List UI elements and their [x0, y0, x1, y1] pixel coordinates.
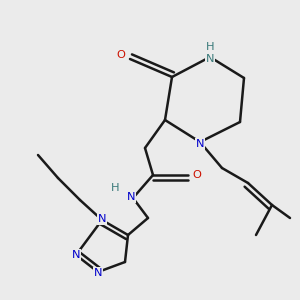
Text: N: N: [94, 268, 102, 278]
Text: O: O: [117, 50, 125, 60]
Text: O: O: [193, 170, 201, 180]
Text: N: N: [98, 214, 106, 224]
Text: N: N: [127, 192, 135, 202]
Text: N: N: [196, 139, 204, 149]
Text: N: N: [72, 250, 80, 260]
Text: H: H: [111, 183, 119, 193]
Text: H: H: [206, 42, 214, 52]
Text: N: N: [206, 54, 214, 64]
